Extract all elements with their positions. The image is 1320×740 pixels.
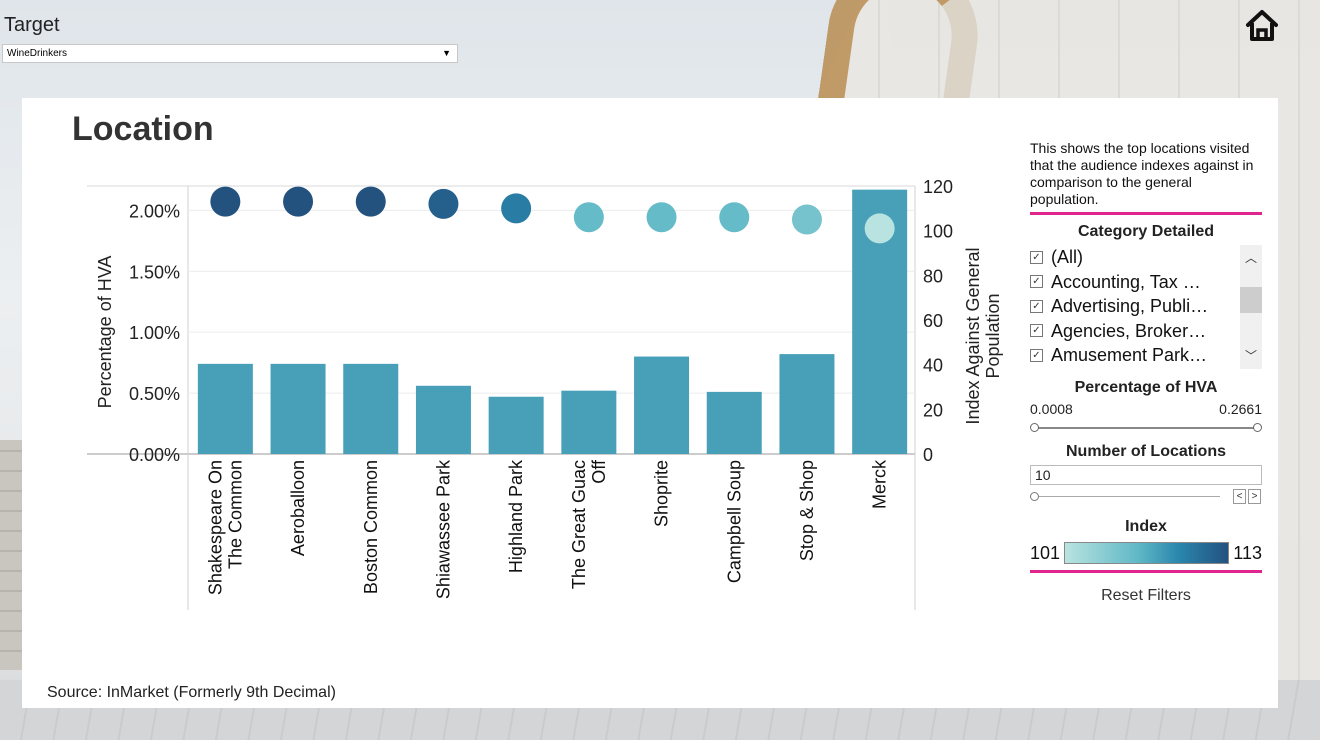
chevron-left-icon[interactable]: < — [1233, 489, 1246, 504]
index-dot — [501, 193, 532, 224]
hva-range-values: 0.0008 0.2661 — [1030, 401, 1262, 417]
x-tick-label: Shakespeare OnThe Common — [205, 460, 245, 595]
category-item-label: (All) — [1051, 247, 1083, 267]
filter-panel: This shows the top locations visited tha… — [1030, 140, 1262, 605]
x-tick-label: Highland Park — [506, 459, 526, 573]
checkbox[interactable]: ✓ — [1030, 348, 1043, 362]
x-tick-label: Boston Common — [361, 460, 381, 594]
locations-input[interactable]: 10 — [1030, 465, 1262, 485]
y-right-tick-label: 120 — [923, 177, 953, 197]
reset-filters-button[interactable]: Reset Filters — [1101, 587, 1191, 604]
index-dot — [210, 186, 241, 217]
hva-range-slider[interactable] — [1030, 421, 1262, 435]
x-tick-label: Shiawassee Park — [433, 459, 453, 599]
divider — [1030, 212, 1262, 215]
slider-track — [1034, 496, 1220, 497]
index-dot — [864, 213, 895, 244]
index-min: 101 — [1030, 542, 1061, 563]
index-dot — [573, 202, 604, 233]
y-right-tick-label: 60 — [923, 311, 943, 331]
checkbox[interactable]: ✓ — [1030, 299, 1043, 313]
index-dot — [355, 186, 386, 217]
hva-filter-title: Percentage of HVA — [1074, 379, 1218, 396]
category-item[interactable]: ✓ (All) — [1030, 245, 1262, 270]
bar — [779, 354, 835, 454]
hva-min-handle[interactable] — [1030, 423, 1039, 432]
hva-max: 0.2661 — [1219, 401, 1262, 417]
index-dot — [719, 202, 750, 233]
bar — [561, 390, 617, 454]
chart-description: This shows the top locations visited tha… — [1030, 140, 1254, 207]
bar — [343, 363, 399, 454]
index-color-legend: 101 113 — [1030, 542, 1262, 564]
category-item-label: Advertising, Publi… — [1051, 296, 1209, 316]
source-note: Source: InMarket (Formerly 9th Decimal) — [47, 684, 336, 701]
category-item[interactable]: ✓ Amusement Park… — [1030, 343, 1262, 368]
chevron-down-icon[interactable]: ﹀ — [1244, 349, 1257, 363]
category-item[interactable]: ✓ Accounting, Tax … — [1030, 270, 1262, 295]
y-tick-label: 0.50% — [129, 384, 180, 404]
category-scrollbar[interactable]: ︿ ﹀ — [1240, 245, 1262, 369]
bar — [706, 391, 762, 454]
y-right-tick-label: 40 — [923, 356, 943, 376]
y-tick-label: 0.00% — [129, 445, 180, 465]
chevron-down-icon: ▼ — [442, 48, 451, 58]
slider-track — [1034, 427, 1258, 429]
checkbox[interactable]: ✓ — [1030, 275, 1043, 289]
index-dot — [646, 202, 677, 233]
target-label: Target — [4, 14, 60, 36]
category-item-label: Amusement Park… — [1051, 345, 1208, 365]
bar — [415, 385, 471, 454]
locations-filter-title: Number of Locations — [1065, 443, 1226, 460]
category-item[interactable]: ✓ Advertising, Publi… — [1030, 294, 1262, 319]
y-right-tick-label: 20 — [923, 400, 943, 420]
index-dot — [283, 186, 314, 217]
index-legend-title: Index — [1125, 518, 1167, 535]
y-tick-label: 1.50% — [129, 262, 180, 282]
x-tick-label: Shoprite — [652, 460, 672, 527]
category-item-label: Accounting, Tax … — [1051, 271, 1201, 292]
index-dot — [428, 188, 459, 219]
x-tick-label: The Great GuacOff — [569, 459, 609, 589]
x-tick-label: Merck — [870, 459, 890, 509]
locations-handle[interactable] — [1030, 492, 1039, 501]
locations-slider[interactable]: < > — [1030, 488, 1262, 506]
index-dot — [791, 204, 822, 235]
category-filter-list[interactable]: ✓ (All) ✓ Accounting, Tax … ✓ Advertising, Pu… — [1030, 245, 1262, 369]
location-card: Location 0.00% 0.50% 1.00% 1.50% 2.00% 0 20 40 6… — [22, 98, 1278, 708]
scroll-thumb[interactable] — [1240, 287, 1262, 313]
y-right-tick-label: 100 — [923, 222, 953, 242]
checkbox[interactable]: ✓ — [1030, 250, 1043, 264]
bar — [488, 396, 544, 454]
chevron-right-icon[interactable]: > — [1248, 489, 1261, 504]
category-item[interactable]: ✓ Agencies, Broker… — [1030, 319, 1262, 344]
bar — [634, 356, 690, 454]
y-tick-label: 2.00% — [129, 201, 180, 221]
page-title: Location — [72, 110, 214, 148]
y-right-tick-label: 0 — [923, 445, 933, 465]
index-max: 113 — [1233, 542, 1262, 563]
y-right-tick-label: 80 — [923, 266, 943, 286]
y-axis-title: Percentage of HVA — [95, 256, 115, 409]
bar — [270, 363, 326, 454]
hva-max-handle[interactable] — [1253, 423, 1262, 432]
target-dropdown[interactable]: WineDrinkers ▼ — [2, 44, 458, 63]
x-tick-label: Campbell Soup — [724, 460, 744, 583]
location-chart: 0.00% 0.50% 1.00% 1.50% 2.00% 0 20 40 60 80 100 120… — [87, 177, 1003, 610]
y-right-axis-title: Index Against GeneralPopulation — [963, 247, 1003, 424]
x-tick-label: Aeroballoon — [288, 460, 308, 556]
y-tick-label: 1.00% — [129, 323, 180, 343]
hva-min: 0.0008 — [1030, 401, 1073, 417]
x-tick-label: Stop & Shop — [797, 460, 817, 561]
home-icon[interactable] — [1244, 8, 1280, 42]
divider — [1030, 570, 1262, 573]
category-filter-title: Category Detailed — [1077, 223, 1215, 240]
category-item-label: Agencies, Broker… — [1051, 320, 1207, 341]
bar — [197, 363, 253, 454]
target-dropdown-value: WineDrinkers — [7, 48, 68, 59]
chevron-up-icon[interactable]: ︿ — [1244, 251, 1257, 265]
checkbox[interactable]: ✓ — [1030, 324, 1043, 338]
index-gradient — [1064, 542, 1230, 564]
